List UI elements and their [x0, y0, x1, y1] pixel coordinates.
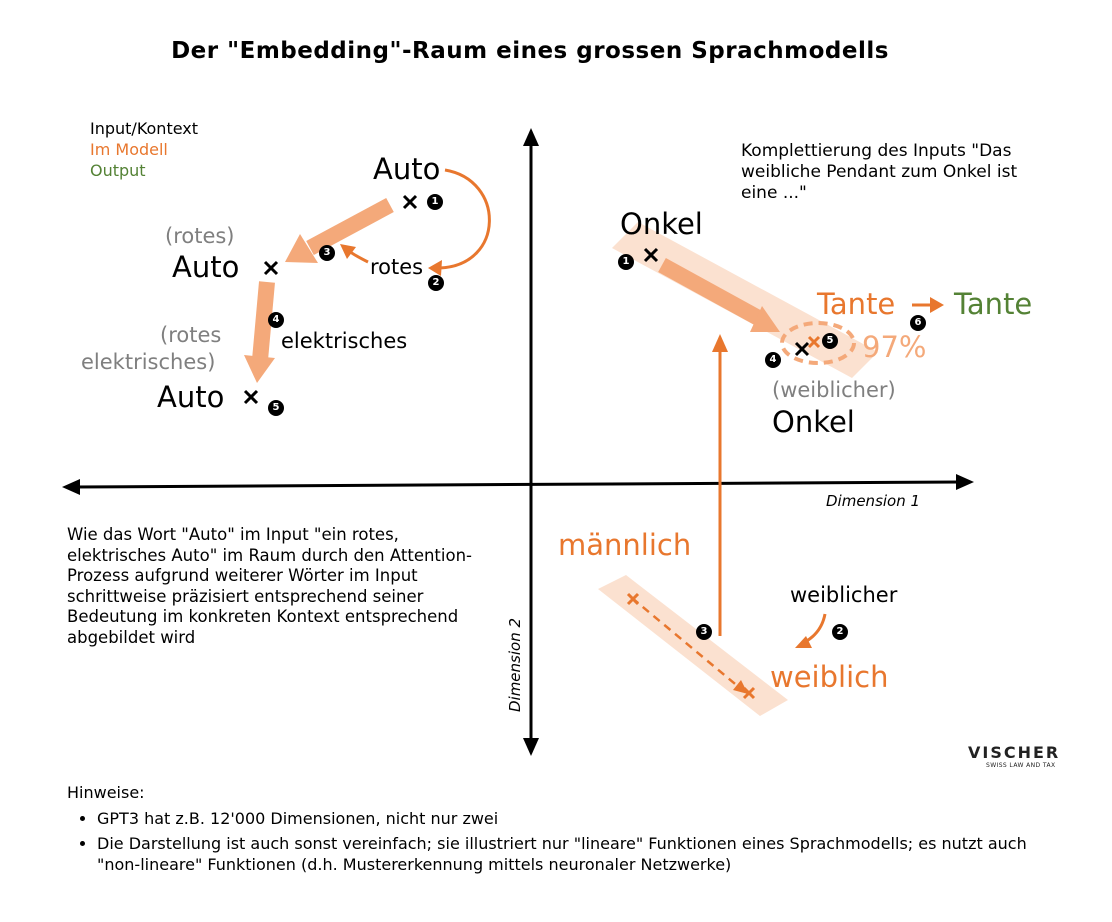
legend-input: Input/Kontext [90, 119, 199, 138]
probability-ellipse [780, 321, 856, 365]
step-badge-1-right: 1 [618, 254, 634, 270]
word-elektrisches: elektrisches [281, 329, 408, 353]
word-auto-input: Auto [373, 152, 441, 186]
word-maennlich: männlich [558, 528, 692, 562]
word-weiblicher: weiblicher [790, 583, 898, 607]
marker-auto-2 [263, 260, 279, 276]
tante-output-arrow [912, 297, 944, 313]
logo-tagline: SWISS LAW AND TAX [986, 762, 1056, 769]
rotes-attention-arrow [340, 244, 369, 264]
gender-vector-arrow [712, 334, 728, 636]
gender-band [598, 575, 788, 716]
description-text: Wie das Wort "Auto" im Input "ein rotes,… [67, 525, 472, 647]
note-item: Die Darstellung ist auch sonst vereinfac… [97, 833, 1047, 875]
context-rotes-elektrisches-2: elektrisches) [81, 350, 216, 374]
step-badge-6-right: 6 [910, 315, 926, 331]
rotes-curve-arrow [428, 168, 491, 276]
step-badge-3-gender: 3 [696, 624, 712, 640]
word-rotes: rotes [370, 255, 424, 279]
auto-shift-arrow-2 [244, 281, 275, 383]
marker-weiblicher-onkel [794, 341, 810, 357]
step-badge-4-right: 4 [765, 352, 781, 368]
axis-label-dimension-1: Dimension 1 [826, 492, 921, 510]
context-rotes: (rotes) [165, 224, 235, 248]
axis-horizontal [62, 474, 974, 495]
word-onkel: Onkel [620, 207, 703, 241]
notes-section: Hinweise: GPT3 hat z.B. 12'000 Dimension… [67, 783, 1047, 879]
legend: Input/Kontext Im Modell Output [90, 118, 198, 181]
word-onkel-weiblicher: Onkel [772, 405, 855, 439]
word-tante-output: Tante [954, 287, 1033, 321]
legend-output: Output [90, 161, 146, 180]
word-auto-final: Auto [157, 380, 225, 414]
legend-model: Im Modell [90, 140, 168, 159]
word-tante-model: Tante [817, 287, 896, 321]
word-weiblich: weiblich [770, 660, 889, 694]
weiblicher-curve-arrow [795, 613, 827, 648]
completion-text: Komplettierung des Inputs "Das weibliche… [741, 141, 1018, 203]
marker-maennlich [626, 592, 640, 606]
notes-heading: Hinweise: [67, 783, 145, 802]
step-badge-5-left: 5 [268, 400, 284, 416]
step-badge-3-left: 3 [319, 245, 335, 261]
context-weiblicher: (weiblicher) [772, 378, 896, 402]
marker-onkel [643, 247, 659, 263]
marker-weiblich [742, 686, 756, 700]
step-badge-4-left: 4 [268, 312, 284, 328]
marker-auto-3 [243, 389, 259, 405]
axis-vertical [523, 128, 539, 756]
marker-tante-model [807, 335, 821, 349]
logo-name: VISCHER [968, 743, 1061, 762]
word-auto-rotes: Auto [172, 250, 240, 284]
vischer-logo: VISCHER SWISS LAW AND TAX [968, 743, 1060, 769]
axis-label-dimension-2: Dimension 2 [506, 617, 525, 713]
marker-auto-1 [402, 194, 418, 210]
page-title: Der "Embedding"-Raum eines grossen Sprac… [171, 38, 889, 64]
step-badge-5-right: 5 [822, 333, 838, 349]
step-badge-1-left: 1 [427, 194, 443, 210]
step-badge-2-left: 2 [428, 275, 444, 291]
probability-value: 97% [862, 330, 927, 364]
note-item: GPT3 hat z.B. 12'000 Dimensionen, nicht … [97, 808, 1047, 829]
step-badge-2-gender: 2 [832, 624, 848, 640]
context-rotes-elektrisches-1: (rotes [160, 323, 222, 347]
auto-shift-arrow-1 [285, 197, 394, 263]
notes-list: GPT3 hat z.B. 12'000 Dimensionen, nicht … [67, 808, 1047, 875]
